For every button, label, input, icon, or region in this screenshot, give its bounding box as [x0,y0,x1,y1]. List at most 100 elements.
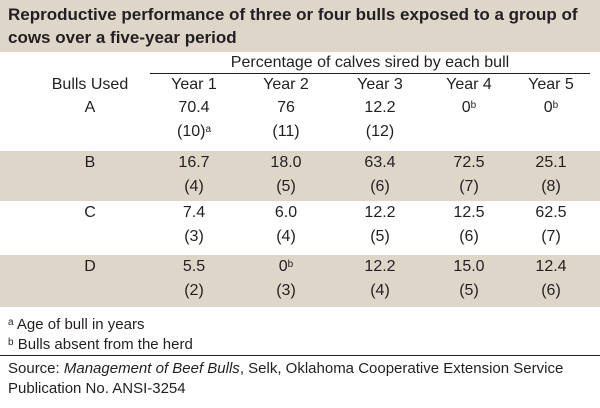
bull-age-cell: (5) [428,281,510,301]
footnote-b-text: Bulls absent from the herd [17,336,193,353]
percent-value: 12.2 [364,204,396,221]
column-group-caption: Percentage of calves sired by each bull [230,54,510,71]
bull-age-cell: (6) [334,177,426,197]
header-bulls-used: Bulls Used [51,76,129,93]
age-value: (5) [459,282,479,299]
bull-age-cell: (6) [510,281,592,301]
bull-age-cell: (6) [428,227,510,247]
footnote-a: a Age of bull in years [8,315,144,335]
row-band-b [0,151,600,201]
age-value: (5) [276,178,296,195]
bull-age-cell: (3) [240,281,332,301]
footnote-a-mark: a [8,317,14,328]
footnote-b: b Bulls absent from the herd [8,335,193,355]
age-value: (4) [184,178,204,195]
bull-age-cell: (8) [510,177,592,197]
percent-cell: 12.2 [334,203,426,223]
source-book-title: Management of Beef Bulls [63,360,240,377]
footnote-a-text: Age of bull in years [16,316,145,333]
bull-age-cell: (5) [240,177,332,197]
age-value: (6) [370,178,390,195]
percent-cell: 0b [428,98,510,118]
row-band-d [0,255,600,307]
bull-age-cell: (7) [428,177,510,197]
bull-label: C [84,204,96,221]
percent-cell: 5.5 [148,257,240,277]
source-rest: , Selk, Oklahoma Cooperative Extension S… [8,360,564,397]
percent-value: 62.5 [535,204,567,221]
percent-cell: 72.5 [428,153,510,173]
percent-value: 0 [543,99,553,116]
header-year-2: Year 2 [263,76,309,93]
bull-age-cell: (4) [240,227,332,247]
age-value: (7) [459,178,479,195]
percent-value: 0 [278,258,288,275]
percent-cell: 63.4 [334,153,426,173]
percent-value: 63.4 [364,154,396,171]
percent-cell: 12.4 [510,257,592,277]
age-value: (8) [541,178,561,195]
caption-rule [150,73,590,74]
bull-age-cell: (4) [148,177,240,197]
age-value: (10) [176,123,206,140]
title-band [0,0,600,52]
percent-value: 5.5 [182,258,206,275]
age-value: (4) [370,282,390,299]
age-value: (11) [272,123,300,140]
percent-value: 76 [277,99,295,116]
percent-value: 25.1 [535,154,567,171]
bull-age-cell: (4) [334,281,426,301]
percent-value: 6.0 [274,204,298,221]
source-citation: Source: Management of Beef Bulls, Selk, … [8,359,593,399]
percent-cell: 70.4 [148,98,240,118]
bull-label: A [84,99,96,116]
age-value: (6) [541,282,561,299]
age-value: (7) [541,228,561,245]
age-value: (12) [365,123,395,140]
footnote-marker: b [552,100,559,111]
age-value: (5) [370,228,390,245]
bull-age-cell: (2) [148,281,240,301]
age-value: (2) [184,282,204,299]
percent-value: 18.0 [270,154,302,171]
footnote-b-mark: b [8,337,14,348]
percent-cell: 0b [510,98,592,118]
source-prefix: Source: [8,360,64,377]
percent-cell: 25.1 [510,153,592,173]
footnote-marker: a [205,124,211,135]
percent-cell: 18.0 [240,153,332,173]
percent-cell: 16.7 [148,153,240,173]
percent-cell: 12.5 [428,203,510,223]
bull-age-cell: (3) [148,227,240,247]
percent-value: 16.7 [178,154,210,171]
percent-cell: 12.2 [334,257,426,277]
percent-value: 12.5 [453,204,485,221]
table-title: Reproductive performance of three or fou… [8,5,578,47]
percent-value: 12.4 [535,258,567,275]
bull-age-cell: (10)a [148,122,240,142]
percent-cell: 76 [240,98,332,118]
age-value: (3) [276,282,296,299]
age-value: (4) [276,228,296,245]
age-value: (3) [184,228,204,245]
header-year-4: Year 4 [446,76,492,93]
percent-cell: 6.0 [240,203,332,223]
header-year-1: Year 1 [171,76,217,93]
bull-label: B [84,154,96,171]
header-year-3: Year 3 [357,76,403,93]
percent-cell: 62.5 [510,203,592,223]
bull-age-cell: (5) [334,227,426,247]
percent-value: 15.0 [453,258,485,275]
bull-age-cell: (7) [510,227,592,247]
percent-cell: 0b [240,257,332,277]
percent-value: 12.2 [364,258,396,275]
percent-value: 7.4 [182,204,206,221]
percent-cell: 15.0 [428,257,510,277]
bull-label: D [84,258,96,275]
percent-value: 12.2 [364,99,396,116]
percent-value: 70.4 [178,99,210,116]
percent-value: 72.5 [453,154,485,171]
footnote-marker: b [287,259,294,270]
percent-cell: 7.4 [148,203,240,223]
